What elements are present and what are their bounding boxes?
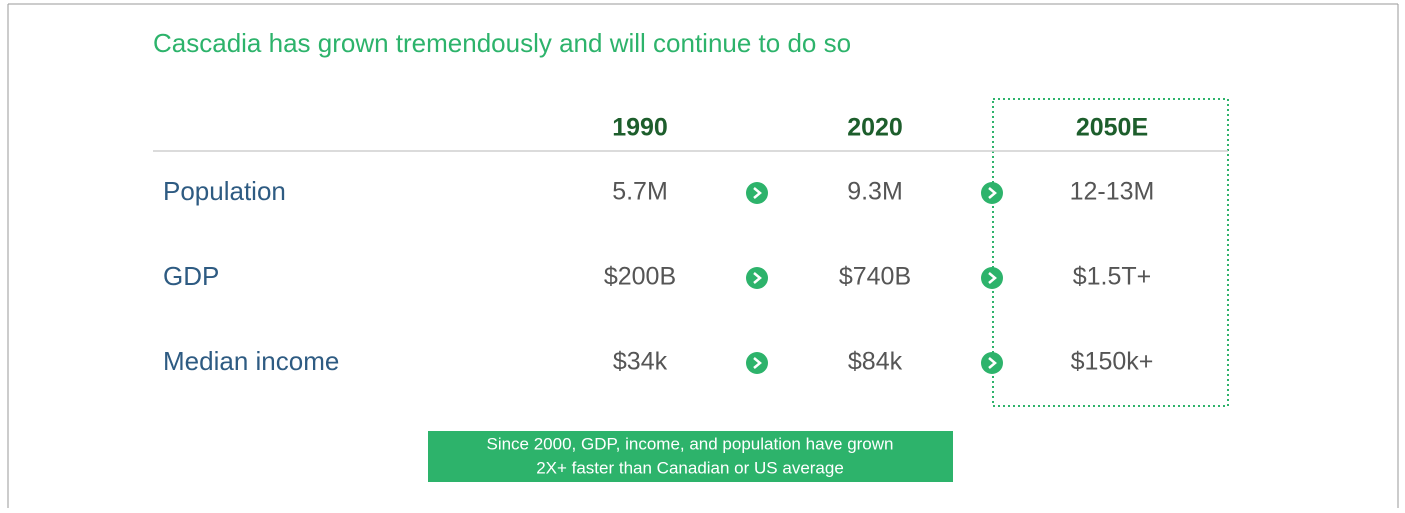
row-label: Median income [163,346,339,376]
cell-value: $740B [839,263,911,291]
row-label: Population [163,176,286,206]
forecast-box [992,98,1229,407]
arrow-chevron [988,357,997,369]
cell-value: 5.7M [612,178,668,206]
cell-value: $200B [604,263,676,291]
slide-title: Cascadia has grown tremendously and will… [153,28,851,58]
cell-value: 9.3M [847,178,903,206]
arrow-chevron [988,272,997,284]
cell-value: 12-13M [1070,178,1155,206]
arrow-icon [746,267,768,289]
arrow-icon [746,352,768,374]
note-box [428,431,953,482]
arrow-chevron [988,187,997,199]
cell-value: $84k [848,348,903,376]
arrow-icon [981,182,1003,204]
note-line: Since 2000, GDP, income, and population … [486,434,893,453]
cell-value: $1.5T+ [1073,263,1152,291]
column-header: 1990 [612,114,668,142]
arrow-icon [981,352,1003,374]
arrow-icon [746,182,768,204]
note-line: 2X+ faster than Canadian or US average [536,458,844,477]
arrow-chevron [753,357,762,369]
cell-value: $34k [613,348,668,376]
cell-value: $150k+ [1071,348,1154,376]
column-header: 2050E [1076,114,1148,142]
row-label: GDP [163,261,219,291]
column-header: 2020 [847,114,903,142]
arrow-chevron [753,272,762,284]
arrow-chevron [753,187,762,199]
arrow-icon [981,267,1003,289]
